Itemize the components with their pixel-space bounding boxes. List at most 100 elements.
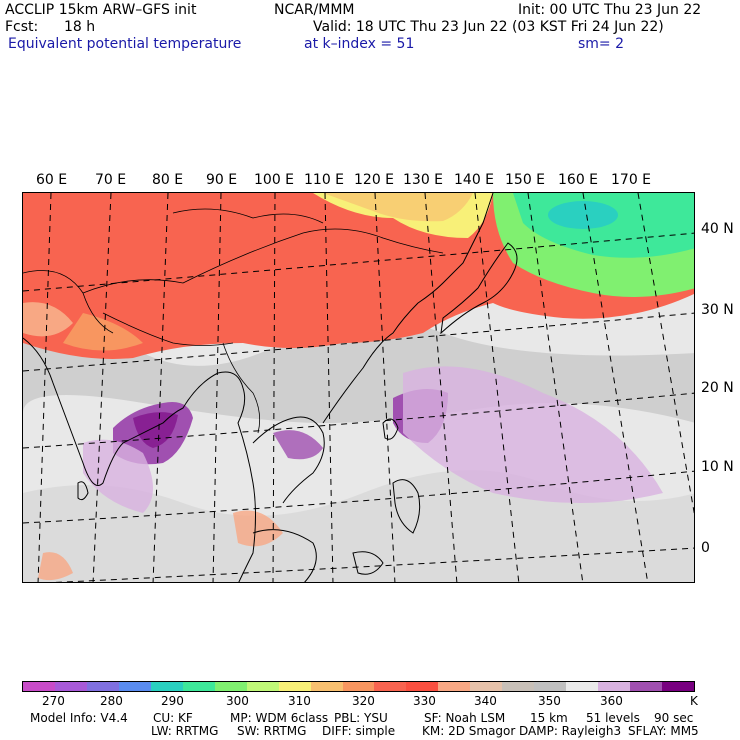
colorbar-tick: 290 (161, 694, 184, 708)
surface-scheme: SF: Noah LSM (424, 711, 506, 725)
lon-label: 60 E (36, 172, 68, 188)
diffusion-option: DIFF: simple (322, 724, 396, 738)
vertical-levels: 51 levels (586, 711, 640, 725)
lon-label: 70 E (95, 172, 127, 188)
level-index: at k–index = 51 (304, 36, 415, 52)
colorbar-swatch (502, 682, 535, 691)
colorbar-tick: 330 (413, 694, 436, 708)
coastline-taiwan (382, 418, 399, 440)
border (23, 270, 114, 334)
colorbar-swatch (566, 682, 599, 691)
lon-line (582, 193, 649, 582)
border (222, 342, 261, 434)
map-panel (22, 192, 695, 583)
colorbar-swatch (470, 682, 503, 691)
surface-layer-scheme: SFLAY: MM5 (628, 724, 699, 738)
colorbar-swatch (662, 682, 695, 691)
borders (23, 208, 444, 434)
colorbar-swatch (534, 682, 567, 691)
damping-option: DAMP: Rayleigh3 (519, 724, 622, 738)
lon-label: 150 E (505, 172, 546, 188)
lon-label: 160 E (558, 172, 599, 188)
lilac-west (83, 439, 153, 513)
border (82, 228, 444, 294)
colorbar-swatch (406, 682, 439, 691)
salmon-south (233, 510, 283, 547)
colorbar-swatch (438, 682, 471, 691)
model-title: ACCLIP 15km ARW–GFS init (5, 2, 197, 18)
microphysics-scheme: MP: WDM 6class (230, 711, 329, 725)
smoothing: sm= 2 (578, 36, 625, 52)
center-label: NCAR/MMM (274, 2, 355, 18)
init-time: Init: 00 UTC Thu 23 Jun 22 (518, 2, 702, 18)
pbl-scheme: PBL: YSU (334, 711, 388, 725)
shortwave-scheme: SW: RRTMG (237, 724, 307, 738)
valid-time: Valid: 18 UTC Thu 23 Jun 22 (03 KST Fri … (313, 19, 664, 35)
colorbar-unit: K (690, 694, 698, 708)
model-info: Model Info: V4.4 (30, 711, 128, 725)
colorbar-swatch (342, 682, 375, 691)
colorbar-swatch (118, 682, 151, 691)
lat-label: 20 N (701, 380, 734, 396)
colorbar-swatch (598, 682, 631, 691)
lat-label: 40 N (701, 221, 734, 237)
colorbar-tick: 300 (226, 694, 249, 708)
lat-label: 0 (701, 540, 710, 556)
colorbar-tick: 270 (42, 694, 65, 708)
longwave-scheme: LW: RRTMG (151, 724, 219, 738)
coastline-china (322, 193, 494, 424)
salmon-patch (23, 302, 73, 337)
lat-label: 10 N (701, 459, 734, 475)
colorbar-swatch (214, 682, 247, 691)
time-step: 90 sec (654, 711, 694, 725)
orange-patch (63, 313, 143, 351)
km-option: KM: 2D Smagor (422, 724, 516, 738)
colorbar-swatch (23, 682, 55, 691)
forecast-hour: 18 h (64, 19, 96, 35)
lilac-region (403, 366, 663, 503)
lon-label: 100 E (254, 172, 295, 188)
coastline-asia (23, 337, 256, 582)
lon-label: 140 E (454, 172, 495, 188)
colorbar-swatch (150, 682, 183, 691)
coastline-japan (440, 242, 518, 335)
colorbar-swatch (630, 682, 663, 691)
graticule (23, 193, 694, 582)
coastline-indochina (252, 416, 325, 504)
resolution: 15 km (530, 711, 568, 725)
cumulus-scheme: CU: KF (153, 711, 193, 725)
lon-label: 170 E (611, 172, 652, 188)
colorbar-swatch (278, 682, 311, 691)
colorbar-swatch (374, 682, 407, 691)
theta-e-field (23, 193, 694, 582)
peach-region (323, 193, 473, 222)
forecast-label: Fcst: (5, 19, 39, 35)
purple-scs (273, 430, 323, 460)
colorbar-tick: 310 (288, 694, 311, 708)
cyan-core (548, 201, 618, 229)
border (102, 312, 234, 346)
colorbar-tick: 360 (600, 694, 623, 708)
lon-label: 110 E (304, 172, 345, 188)
colorbar-tick: 340 (474, 694, 497, 708)
lon-line (637, 193, 694, 515)
colorbar-tick: 320 (352, 694, 375, 708)
lon-label: 80 E (152, 172, 184, 188)
lon-label: 130 E (403, 172, 444, 188)
colorbar-tick: 350 (538, 694, 561, 708)
coastline-philippines (392, 479, 421, 534)
colorbar-swatch (246, 682, 279, 691)
colorbar (22, 681, 695, 692)
salmon-sw (38, 552, 73, 581)
colorbar-tick: 280 (100, 694, 123, 708)
coastline-srilanka (77, 481, 89, 501)
lat-label: 30 N (701, 302, 734, 318)
lon-label: 90 E (206, 172, 238, 188)
colorbar-swatch (54, 682, 87, 691)
colorbar-swatch (86, 682, 119, 691)
coastline-borneo (252, 529, 317, 582)
lon-label: 120 E (354, 172, 395, 188)
colorbar-swatch (182, 682, 215, 691)
colorbar-swatch (310, 682, 343, 691)
border (172, 208, 324, 224)
